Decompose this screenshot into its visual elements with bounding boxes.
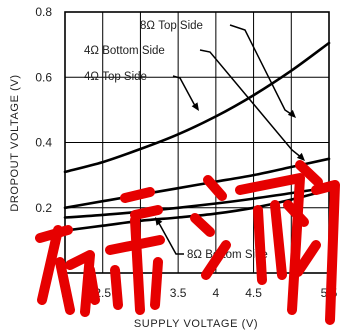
leader-4ohm-top-side-arrow <box>191 102 199 111</box>
series-line-1 <box>63 157 331 210</box>
y-tick-label: 0.2 <box>35 201 52 215</box>
leader-4ohm-bottom-side <box>199 49 303 159</box>
y-tick-label: 0.8 <box>35 5 52 19</box>
annotation-8ohm-bottom-side: 8Ω Bottom Side <box>187 249 268 261</box>
x-axis-title: SUPPLY VOLTAGE (V) <box>134 318 258 330</box>
y-tick-label: 0.4 <box>35 136 52 150</box>
annotation-4ohm-top-side: 4Ω Top Side <box>84 71 147 83</box>
leader-4ohm-top-side <box>172 75 198 109</box>
leader-8ohm-top-side-arrow <box>287 109 296 118</box>
watermark-calligraphy <box>35 160 340 325</box>
annotation-8ohm-top-side: 8Ω Top Side <box>140 20 203 32</box>
series-line-2 <box>63 186 331 219</box>
y-tick-label: 0.6 <box>35 70 52 84</box>
annotation-4ohm-bottom-side: 4Ω Bottom Side <box>84 45 165 57</box>
grid-lines <box>65 12 329 273</box>
annotation-leaders <box>155 24 305 255</box>
plot-frame <box>64 11 330 274</box>
y-axis-title: DROPOUT VOLTAGE (V) <box>9 74 21 211</box>
leader-8ohm-bottom-side-arrow <box>155 217 163 226</box>
y-tick-labels: 00.20.40.60.8 <box>35 5 52 280</box>
x-tick-label: 4 <box>213 286 220 300</box>
x-tick-label: 4.5 <box>245 286 262 300</box>
leader-8ohm-top-side <box>229 24 295 117</box>
leader-4ohm-bottom-side-arrow <box>296 152 305 161</box>
x-tick-label: 3.5 <box>170 286 187 300</box>
series-line-0 <box>63 41 331 174</box>
